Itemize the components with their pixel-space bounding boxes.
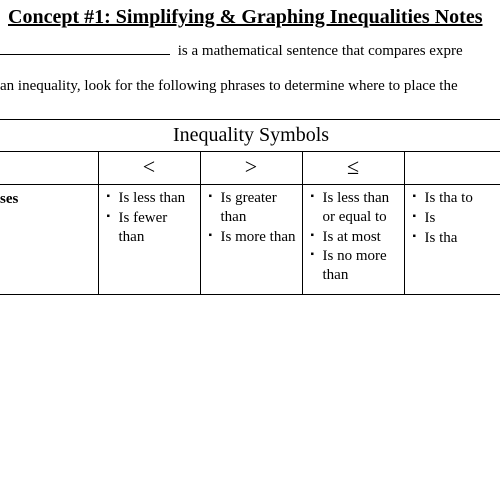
list-item: Is less than	[103, 189, 194, 208]
definition-sentence: is a mathematical sentence that compares…	[0, 43, 500, 78]
symbol-lt: <	[98, 152, 200, 185]
symbol-row: < > ≤	[0, 152, 500, 185]
phrase-row-label: ses	[0, 185, 98, 295]
symbol-ge	[404, 152, 500, 185]
list-item: Is at most	[307, 228, 398, 247]
inequality-table: Inequality Symbols < > ≤ ses Is less tha…	[0, 119, 500, 295]
table-title-row: Inequality Symbols	[0, 120, 500, 152]
list-item: Is tha	[409, 229, 500, 248]
list-item: Is more than	[205, 228, 296, 247]
phrase-cell-ge: Is tha to Is Is tha	[404, 185, 500, 295]
symbol-le: ≤	[302, 152, 404, 185]
phrase-cell-gt: Is greater than Is more than	[200, 185, 302, 295]
fill-in-blank	[0, 54, 170, 55]
page-title: Concept #1: Simplifying & Graphing Inequ…	[0, 0, 500, 43]
intro-sentence: an inequality, look for the following ph…	[0, 78, 500, 119]
phrase-cell-lt: Is less than Is fewer than	[98, 185, 200, 295]
list-item: Is less than or equal to	[307, 189, 398, 227]
table-title: Inequality Symbols	[0, 120, 500, 152]
list-item: Is	[409, 209, 500, 228]
symbol-gt: >	[200, 152, 302, 185]
phrase-cell-le: Is less than or equal to Is at most Is n…	[302, 185, 404, 295]
list-item: Is fewer than	[103, 209, 194, 247]
list-item: Is tha to	[409, 189, 500, 208]
symbol-row-label-cell	[0, 152, 98, 185]
inequality-table-wrap: Inequality Symbols < > ≤ ses Is less tha…	[0, 119, 500, 295]
definition-text: is a mathematical sentence that compares…	[178, 43, 463, 59]
phrase-row: ses Is less than Is fewer than Is greate…	[0, 185, 500, 295]
list-item: Is greater than	[205, 189, 296, 227]
list-item: Is no more than	[307, 247, 398, 285]
